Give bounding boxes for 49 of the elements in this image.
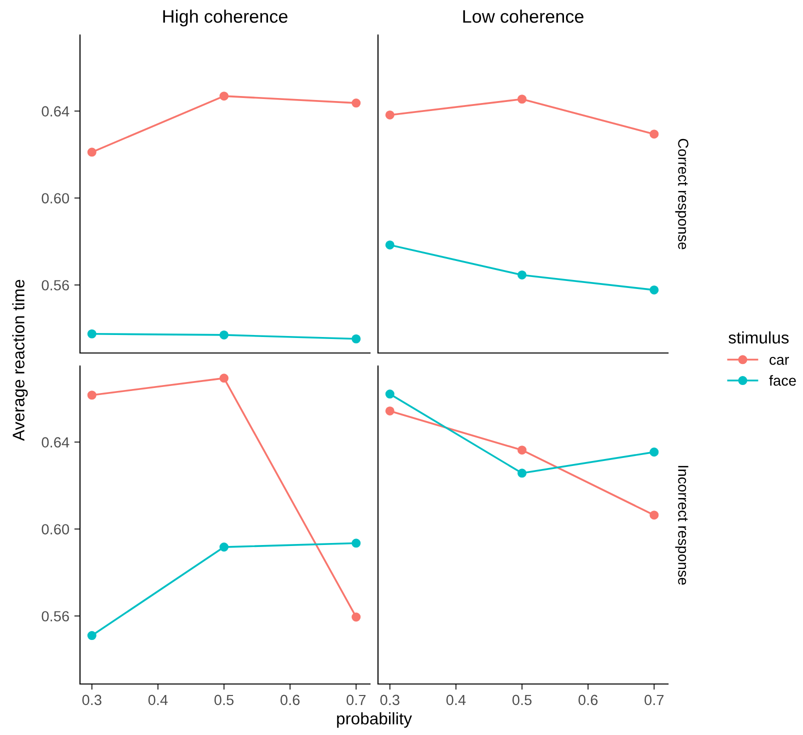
point	[352, 98, 361, 108]
legend-label: face	[769, 375, 796, 386]
point	[385, 240, 394, 250]
legend-title: stimulus	[728, 331, 789, 344]
x-tick-label: 0.7	[644, 694, 664, 706]
point	[219, 542, 229, 552]
chart-title: Low coherence	[463, 10, 584, 23]
point	[87, 390, 96, 400]
y-tick-label: 0.56	[42, 280, 69, 290]
point	[352, 334, 361, 344]
point	[650, 285, 659, 294]
point	[650, 510, 659, 520]
y-tick-label: 0.60	[42, 193, 70, 204]
point	[87, 329, 96, 338]
text: Incorrect response	[675, 466, 688, 585]
y-axis-title: Average reaction time	[12, 280, 28, 441]
y-tick-label: 0.56	[42, 611, 69, 622]
y-tick-label: 0.64	[42, 106, 70, 117]
x-tick-label: 0.6	[578, 694, 598, 706]
point	[385, 390, 394, 399]
point	[385, 110, 394, 120]
point	[650, 130, 659, 139]
point	[219, 374, 229, 383]
x-tick-label: 0.4	[446, 694, 466, 706]
x-tick-label: 0.5	[512, 694, 532, 706]
x-tick-label: 0.4	[148, 694, 168, 706]
x-axis-title: probability	[337, 712, 412, 728]
x-tick-label: 0.3	[82, 694, 102, 706]
x-tick-label: 0.5	[214, 694, 234, 706]
point	[385, 406, 394, 416]
point	[517, 94, 527, 104]
x-tick-label: 0.7	[346, 694, 366, 706]
point	[517, 468, 527, 478]
point	[219, 330, 229, 340]
point	[352, 612, 361, 622]
x-tick-label: 0.3	[380, 694, 400, 706]
point	[517, 446, 527, 455]
chart-title: High coherence	[163, 10, 288, 26]
y-tick-label: 0.60	[42, 524, 70, 534]
point	[87, 631, 96, 640]
legend-label: car	[770, 356, 789, 365]
point	[650, 448, 659, 457]
y-tick-label: 0.64	[42, 437, 70, 448]
point	[219, 92, 229, 101]
point	[517, 270, 527, 280]
x-tick-label: 0.6	[280, 694, 300, 706]
point	[352, 538, 361, 548]
text: Correct response	[675, 138, 688, 250]
point	[87, 148, 96, 157]
